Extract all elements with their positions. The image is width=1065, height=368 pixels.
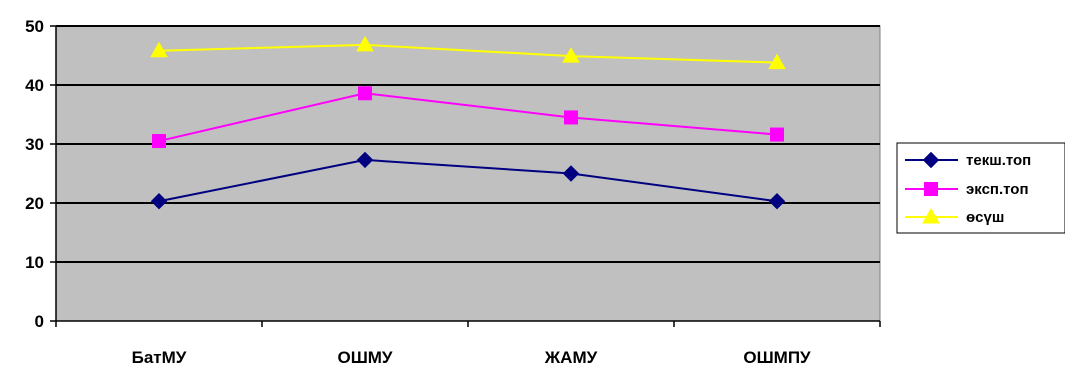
x-category-label: ОШМПУ bbox=[743, 348, 811, 367]
data-point bbox=[564, 110, 578, 125]
legend-label: өсүш bbox=[966, 209, 1004, 226]
legend-label: эксп.топ bbox=[966, 181, 1029, 198]
y-axis-ticks: 0 10 20 30 40 50 bbox=[25, 17, 56, 331]
data-point bbox=[562, 165, 580, 182]
legend-marker bbox=[922, 207, 940, 224]
series-group bbox=[150, 35, 786, 210]
y-tick-label: 40 bbox=[25, 76, 44, 95]
data-point bbox=[150, 193, 168, 210]
series-3 bbox=[150, 35, 786, 70]
x-axis-ticks: БатМУ ОШМУ ЖАМУ ОШМПУ bbox=[55, 321, 881, 367]
x-category-label: ОШМУ bbox=[337, 348, 392, 367]
x-category-label: ЖАМУ bbox=[544, 348, 598, 367]
series-1 bbox=[150, 151, 786, 210]
y-tick-label: 50 bbox=[25, 17, 44, 36]
y-tick-label: 10 bbox=[25, 253, 44, 272]
data-point bbox=[358, 86, 372, 101]
legend-marker bbox=[922, 151, 940, 169]
y-tick-label: 0 bbox=[35, 312, 44, 331]
data-point bbox=[770, 127, 784, 142]
data-point bbox=[768, 193, 786, 210]
plot-area bbox=[55, 25, 881, 322]
series-line bbox=[158, 43, 778, 64]
y-tick-label: 30 bbox=[25, 135, 44, 154]
data-point bbox=[150, 41, 168, 58]
legend-label: текш.топ bbox=[966, 152, 1031, 169]
legend: текш.топ эксп.топ өсүш bbox=[896, 142, 1065, 234]
data-point bbox=[356, 35, 374, 52]
series-2 bbox=[152, 86, 784, 149]
legend-marker bbox=[924, 182, 938, 196]
data-point bbox=[356, 151, 374, 169]
data-point bbox=[152, 134, 166, 149]
gridlines bbox=[56, 25, 880, 263]
series-line bbox=[158, 92, 778, 143]
data-point bbox=[562, 47, 580, 63]
x-category-label: БатМУ bbox=[132, 348, 187, 367]
data-point bbox=[768, 53, 786, 70]
series-line bbox=[158, 158, 778, 203]
y-tick-label: 20 bbox=[25, 194, 44, 213]
